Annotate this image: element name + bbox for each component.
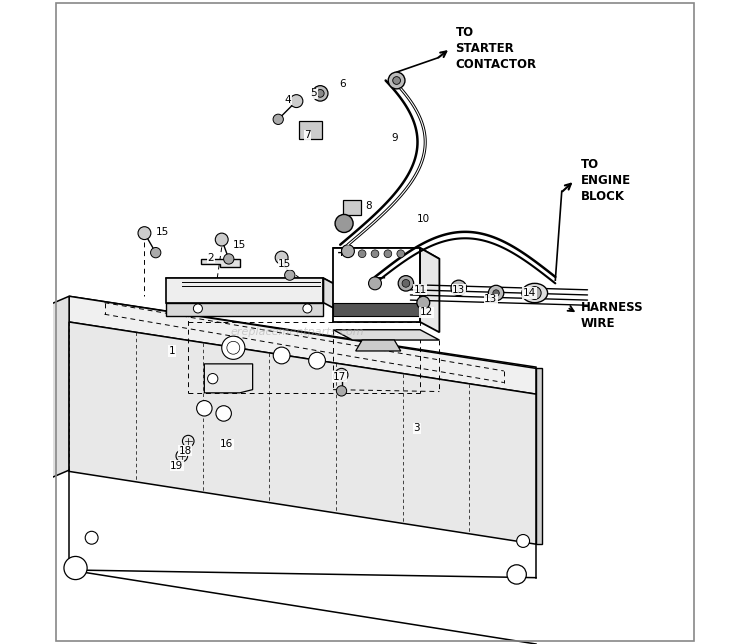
Polygon shape [323, 278, 343, 313]
Polygon shape [333, 303, 420, 316]
Ellipse shape [522, 283, 548, 303]
Circle shape [176, 450, 188, 462]
Circle shape [493, 290, 500, 296]
Polygon shape [333, 248, 420, 322]
Polygon shape [46, 296, 69, 480]
Circle shape [151, 247, 160, 258]
Circle shape [208, 374, 218, 384]
Text: 6: 6 [340, 79, 346, 89]
Polygon shape [333, 248, 440, 259]
Text: 14: 14 [523, 288, 536, 298]
Circle shape [273, 114, 284, 124]
Text: 4: 4 [285, 95, 291, 105]
Text: 17: 17 [333, 372, 346, 382]
Text: 2: 2 [208, 252, 214, 263]
Circle shape [397, 250, 404, 258]
Circle shape [138, 227, 151, 240]
Text: 11: 11 [413, 285, 427, 295]
Circle shape [398, 276, 414, 291]
Text: 3: 3 [413, 423, 420, 433]
Circle shape [215, 233, 228, 246]
Polygon shape [166, 278, 343, 289]
Circle shape [388, 72, 405, 89]
Polygon shape [166, 278, 323, 303]
Polygon shape [204, 364, 253, 393]
Circle shape [455, 285, 462, 291]
Circle shape [227, 341, 240, 354]
Circle shape [86, 531, 98, 544]
Text: 9: 9 [391, 133, 398, 144]
Polygon shape [299, 121, 322, 139]
Polygon shape [201, 259, 240, 267]
Text: 15: 15 [156, 227, 169, 237]
Text: 12: 12 [420, 307, 434, 317]
Text: 15: 15 [233, 240, 247, 250]
Circle shape [488, 285, 504, 301]
Circle shape [275, 251, 288, 264]
Circle shape [316, 90, 324, 97]
Circle shape [290, 95, 303, 108]
Text: 13: 13 [452, 285, 465, 295]
Circle shape [222, 336, 245, 359]
Polygon shape [69, 296, 536, 393]
Polygon shape [69, 322, 536, 544]
Circle shape [358, 250, 366, 258]
Circle shape [285, 270, 295, 280]
Text: ereplacementparts.com: ereplacementparts.com [231, 327, 364, 337]
Circle shape [224, 254, 234, 264]
Text: TO
ENGINE
BLOCK: TO ENGINE BLOCK [581, 158, 632, 203]
Circle shape [273, 347, 290, 364]
Circle shape [303, 304, 312, 313]
Circle shape [528, 287, 542, 299]
Circle shape [371, 250, 379, 258]
Circle shape [393, 77, 400, 84]
Polygon shape [420, 248, 440, 332]
Circle shape [196, 401, 212, 416]
Circle shape [64, 556, 87, 580]
Text: 5: 5 [310, 88, 317, 99]
Text: 19: 19 [170, 460, 183, 471]
Text: 15: 15 [278, 259, 292, 269]
Circle shape [335, 368, 348, 381]
Text: 18: 18 [178, 446, 192, 456]
Circle shape [335, 214, 353, 232]
Polygon shape [166, 303, 323, 316]
Text: −: − [376, 272, 387, 285]
Text: 13: 13 [484, 294, 497, 305]
Circle shape [309, 352, 326, 369]
Circle shape [417, 296, 430, 309]
Text: 16: 16 [220, 439, 233, 450]
Circle shape [336, 386, 346, 396]
Text: 1: 1 [169, 346, 176, 356]
Circle shape [517, 535, 530, 547]
Polygon shape [333, 330, 440, 340]
Text: 10: 10 [417, 214, 430, 224]
Circle shape [216, 406, 232, 421]
Polygon shape [344, 200, 362, 215]
Circle shape [182, 435, 194, 447]
Circle shape [384, 250, 392, 258]
Circle shape [341, 245, 355, 258]
Circle shape [368, 277, 382, 290]
Circle shape [194, 304, 202, 313]
Circle shape [507, 565, 526, 584]
Text: 7: 7 [304, 130, 310, 140]
Text: +: + [337, 248, 346, 258]
Polygon shape [536, 368, 542, 544]
Text: HARNESS
WIRE: HARNESS WIRE [581, 301, 644, 330]
Polygon shape [69, 296, 536, 394]
Circle shape [402, 279, 410, 287]
Circle shape [451, 280, 466, 296]
Text: 8: 8 [365, 201, 372, 211]
Polygon shape [356, 340, 401, 351]
Text: TO
STARTER
CONTACTOR: TO STARTER CONTACTOR [455, 26, 537, 71]
Circle shape [313, 86, 328, 101]
